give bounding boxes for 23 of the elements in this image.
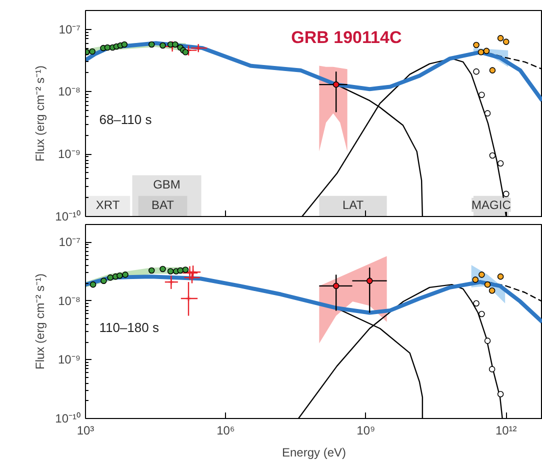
annotation: 110–180 s <box>99 320 160 335</box>
y-tick-label: 10⁻⁹ <box>58 147 81 162</box>
y-tick-label: 10⁻¹⁰ <box>55 210 80 224</box>
x-tick-label: 10¹² <box>495 424 517 438</box>
band-label: LAT <box>342 198 364 212</box>
annotation: 68–110 s <box>99 112 152 128</box>
x-tick-label: 10⁹ <box>356 424 376 438</box>
text: GRB 190114C <box>291 28 402 47</box>
x-tick-label: 10³ <box>76 424 94 438</box>
band-label: GBM <box>153 177 180 192</box>
x-tick-label: 10⁶ <box>216 424 235 438</box>
band-label: BAT <box>152 198 175 212</box>
y-tick-label: 10⁻⁹ <box>58 352 81 367</box>
band-label: MAGIC <box>472 198 512 212</box>
x-axis-title: Energy (eV) <box>282 446 346 460</box>
y-tick-label: 10⁻⁷ <box>58 235 81 250</box>
y-tick-label: 10⁻⁸ <box>58 84 81 99</box>
y-tick-label: 10⁻⁸ <box>58 294 81 308</box>
band-label: XRT <box>96 198 120 212</box>
y-tick-label: 10⁻¹⁰ <box>55 412 80 426</box>
y-tick-label: 10⁻⁷ <box>58 22 81 36</box>
y-axis-title: Flux (erg cm⁻² s⁻¹) <box>33 274 48 370</box>
y-axis-title: Flux (erg cm⁻² s⁻¹) <box>33 66 48 162</box>
